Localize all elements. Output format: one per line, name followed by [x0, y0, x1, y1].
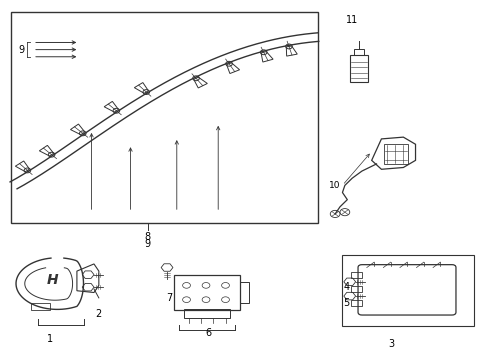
Bar — [384, 144, 408, 164]
Bar — [174, 275, 240, 310]
Bar — [351, 272, 362, 278]
Text: 9: 9 — [145, 239, 150, 249]
Text: 3: 3 — [388, 339, 394, 349]
Bar — [30, 302, 50, 310]
Bar — [354, 49, 365, 55]
Bar — [343, 255, 474, 327]
Bar — [351, 286, 362, 292]
Text: 11: 11 — [346, 15, 358, 24]
Text: 2: 2 — [96, 309, 102, 319]
Bar — [11, 12, 318, 223]
Text: 1: 1 — [47, 334, 53, 343]
Text: 5: 5 — [343, 298, 350, 308]
Bar — [240, 282, 249, 303]
Text: H: H — [47, 273, 58, 287]
Text: 4: 4 — [343, 282, 350, 292]
Text: 10: 10 — [328, 181, 340, 190]
Text: 6: 6 — [205, 328, 212, 338]
Text: 7: 7 — [167, 293, 172, 302]
Bar — [351, 300, 362, 306]
Text: 9: 9 — [19, 45, 25, 55]
Bar — [184, 309, 230, 318]
Bar — [350, 55, 368, 82]
Text: 8: 8 — [145, 232, 150, 242]
